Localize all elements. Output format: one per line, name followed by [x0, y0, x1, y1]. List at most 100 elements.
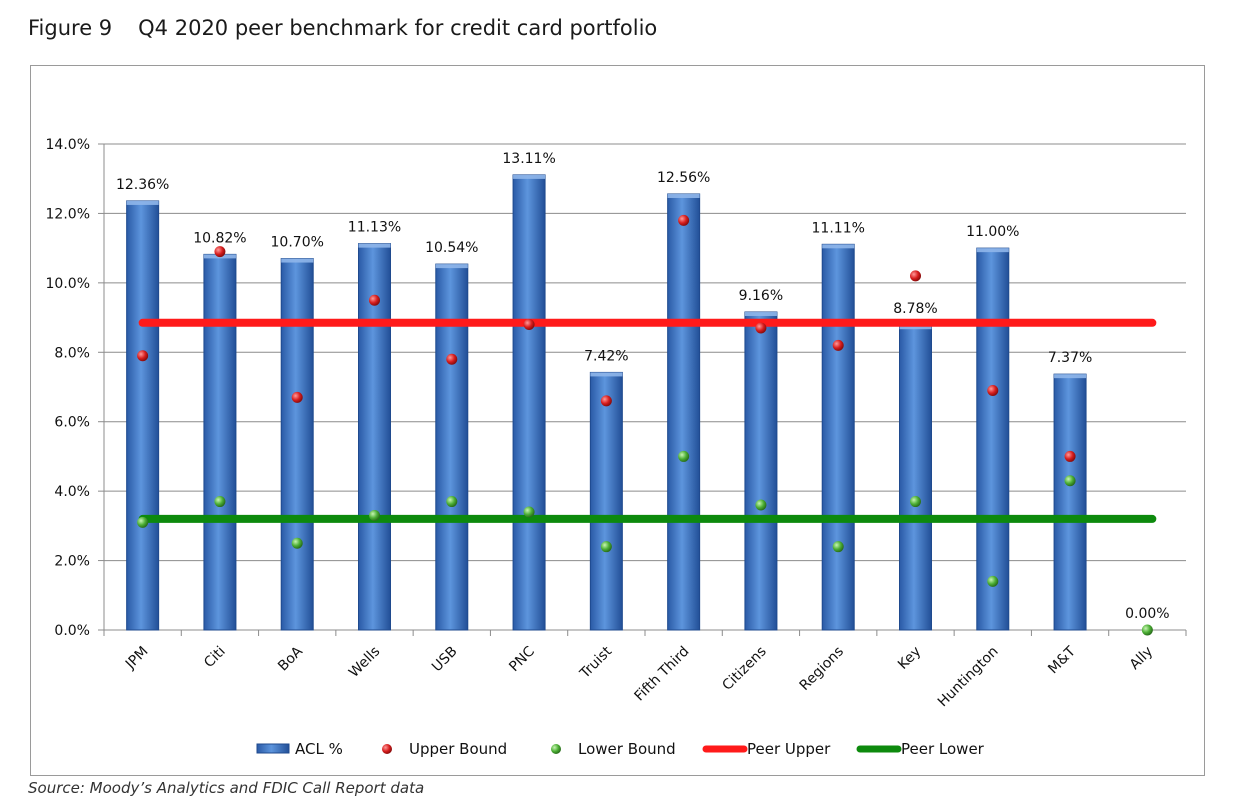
x-tick-label: JPM	[122, 644, 151, 673]
y-tick-label: 4.0%	[54, 484, 90, 500]
y-tick-label: 0.0%	[54, 623, 90, 639]
lower-bound-point	[369, 509, 380, 521]
y-axis-ticks: 0.0% 2.0% 4.0% 6.0% 8.0% 10.0% 12.0% 14.0%	[46, 137, 90, 639]
acl-bar-cap	[667, 193, 700, 198]
lower-bound-point	[678, 450, 690, 462]
lower-bound-point	[1141, 624, 1153, 636]
acl-bar	[203, 253, 237, 631]
acl-bar-cap	[281, 258, 314, 263]
peer-lines	[138, 318, 1157, 523]
x-tick-label: Wells	[346, 644, 383, 681]
data-label: 10.70%	[271, 235, 324, 251]
x-tick-label: Citi	[201, 644, 229, 672]
x-tick-label: Huntington	[935, 644, 1002, 711]
legend-label-peer-upper: Peer Upper	[747, 740, 831, 758]
data-label: 13.11%	[502, 151, 555, 167]
x-tick-label: Key	[895, 644, 924, 673]
acl-bar	[667, 193, 701, 631]
acl-bar	[899, 324, 932, 631]
gridlines	[98, 143, 1187, 636]
lower-bound-point	[600, 541, 612, 553]
y-tick-label: 10.0%	[46, 276, 90, 292]
lower-bound-point	[910, 496, 921, 508]
legend-swatch-acl	[256, 743, 290, 754]
data-label: 7.37%	[1048, 350, 1092, 366]
y-tick-label: 12.0%	[46, 206, 90, 222]
legend-label-acl: ACL %	[295, 740, 343, 758]
lower-bound-point	[987, 575, 999, 587]
upper-bound-point	[137, 350, 149, 362]
data-label: 12.56%	[657, 170, 710, 186]
data-label: 11.11%	[812, 220, 865, 236]
data-label: 10.82%	[193, 230, 246, 246]
source-note: Source: Moody’s Analytics and FDIC Call …	[28, 779, 425, 797]
upper-bound-point	[755, 322, 767, 334]
acl-bar	[358, 243, 391, 631]
upper-bound-point	[369, 294, 380, 306]
lower-bound-point	[1064, 475, 1076, 487]
y-tick-label: 6.0%	[54, 415, 90, 431]
data-label: 11.13%	[348, 220, 401, 236]
lower-bound-point	[446, 496, 458, 508]
acl-bar	[1053, 373, 1087, 631]
data-label: 10.54%	[425, 240, 478, 256]
acl-bar	[976, 247, 1010, 631]
acl-bar-cap	[744, 312, 777, 317]
acl-bar-cap	[435, 264, 468, 269]
acl-bar-cap	[976, 248, 1009, 253]
acl-bar-cap	[513, 174, 546, 179]
acl-bar	[589, 371, 623, 631]
data-labels: 12.36% 10.82% 10.70% 11.13% 10.54% 13.11% 7.42…	[116, 151, 1170, 622]
upper-bound-point	[832, 339, 844, 351]
lower-bound-point	[523, 506, 535, 518]
data-label: 12.36%	[116, 177, 169, 193]
x-tick-label: Truist	[576, 643, 615, 682]
data-label: 9.16%	[739, 288, 783, 304]
acl-bar-cap	[822, 244, 855, 249]
x-tick-label: Regions	[797, 644, 847, 694]
data-label: 8.78%	[893, 301, 937, 317]
acl-bar	[280, 258, 314, 631]
legend-swatch-lower-bound	[551, 744, 561, 754]
x-tick-label: BoA	[275, 643, 306, 674]
y-tick-label: 14.0%	[46, 137, 90, 153]
x-axis-labels: JPM Citi BoA Wells USB PNC Truist Fifth Third Ci…	[122, 643, 1156, 710]
data-label: 7.42%	[584, 348, 628, 364]
lower-bound-point	[137, 516, 149, 528]
x-tick-label: Citizens	[719, 644, 769, 694]
legend-label-upper-bound: Upper Bound	[409, 740, 507, 758]
acl-bar-cap	[1054, 374, 1087, 379]
x-tick-label: USB	[429, 644, 461, 676]
legend-swatch-upper-bound	[382, 744, 392, 754]
upper-bound-point	[1064, 450, 1076, 462]
upper-bound-point	[446, 353, 458, 365]
acl-bar	[821, 243, 855, 631]
upper-bound-point	[214, 246, 226, 258]
upper-bound-point	[291, 391, 303, 403]
x-tick-label: PNC	[506, 643, 538, 675]
acl-bar-cap	[126, 200, 159, 205]
lower-bound-point	[291, 537, 303, 549]
x-tick-label: M&T	[1045, 643, 1079, 677]
acl-bar	[744, 311, 778, 631]
lower-bound-point	[832, 541, 844, 553]
upper-bound-point	[523, 319, 535, 331]
acl-bar-cap	[358, 243, 391, 248]
data-label: 0.00%	[1125, 606, 1169, 622]
acl-bar-cap	[899, 325, 932, 330]
upper-bound-point	[600, 395, 612, 407]
legend-label-peer-lower: Peer Lower	[901, 740, 985, 758]
figure-caption: Q4 2020 peer benchmark for credit card p…	[138, 16, 658, 40]
upper-bound-point	[910, 270, 921, 282]
bound-markers	[137, 214, 1153, 636]
y-tick-label: 8.0%	[54, 345, 90, 361]
y-tick-label: 2.0%	[54, 554, 90, 570]
x-tick-label: Fifth Third	[632, 644, 693, 705]
figure-number: Figure 9	[28, 16, 113, 40]
upper-bound-point	[987, 384, 999, 396]
x-tick-label: Ally	[1127, 644, 1156, 673]
legend: ACL % Upper Bound Lower Bound Peer Upper Pee…	[256, 740, 985, 758]
lower-bound-point	[214, 496, 226, 508]
acl-bar-cap	[590, 372, 623, 377]
